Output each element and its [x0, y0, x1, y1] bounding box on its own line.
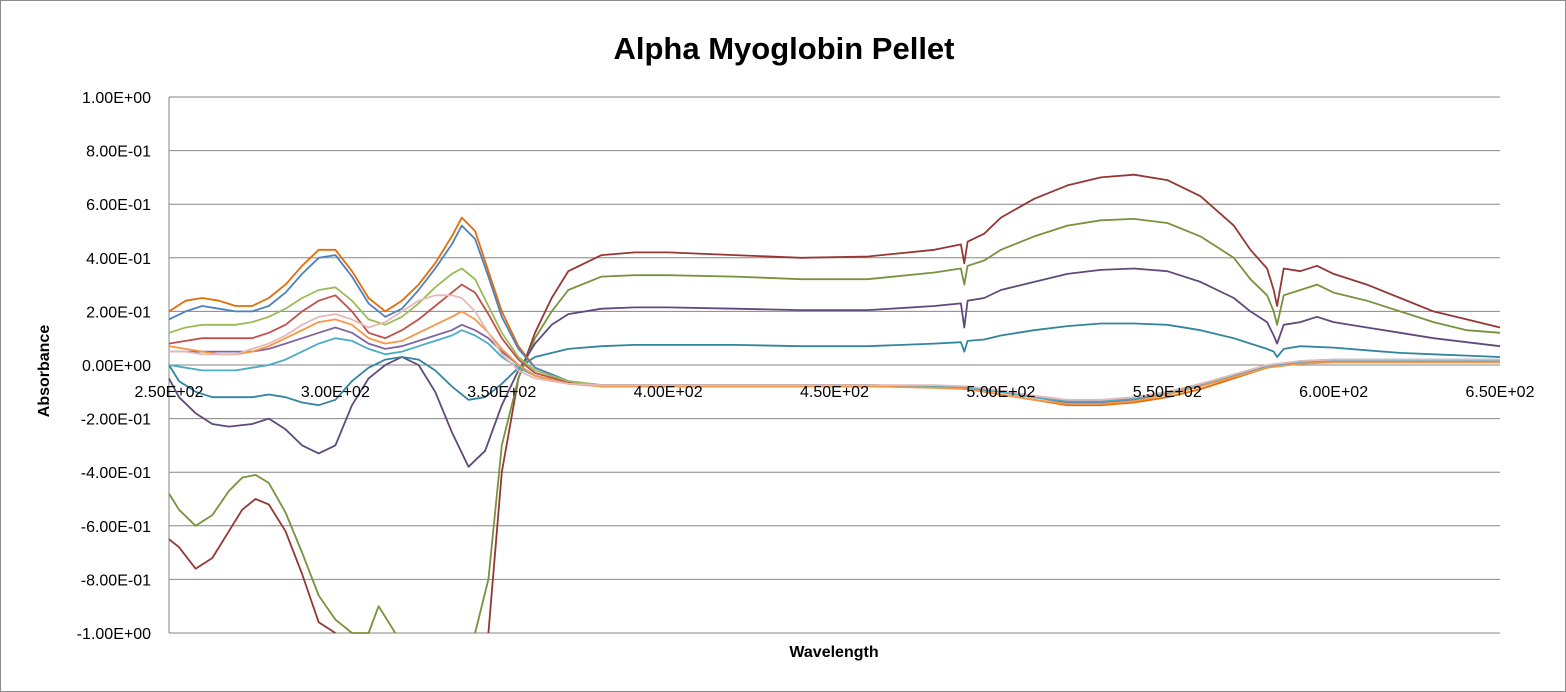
y-tick-label: -2.00E-01	[81, 412, 151, 429]
series-line-11	[168, 310, 1500, 405]
series-line-1	[168, 173, 1501, 634]
x-axis-tick-labels: 2.50E+02 3.00E+02 3.50E+02 4.00E+02 4.50E+02…	[135, 384, 1535, 401]
x-axis-title: Wavelength	[789, 644, 878, 661]
chart-title: Alpha Myoglobin Pellet	[613, 31, 954, 66]
y-tick-label: -8.00E-01	[81, 572, 151, 589]
gridlines	[168, 96, 1500, 634]
y-axis-title: Absorbance	[36, 325, 53, 418]
x-tick-label: 6.50E+02	[1466, 384, 1535, 401]
plot-series	[168, 173, 1501, 634]
x-tick-label: 5.00E+02	[966, 384, 1035, 401]
y-tick-label: 8.00E-01	[86, 144, 151, 161]
series-line-6	[168, 224, 1500, 404]
x-tick-label: 4.00E+02	[634, 384, 703, 401]
series-line-12	[169, 294, 1500, 401]
series-line-10	[168, 329, 1500, 403]
y-tick-label: 4.00E-01	[86, 251, 151, 268]
y-tick-label: 0.00E+00	[82, 358, 151, 375]
y-tick-label: -6.00E-01	[81, 519, 151, 536]
y-tick-label: 6.00E-01	[86, 197, 151, 214]
x-tick-label: 3.00E+02	[301, 384, 370, 401]
series-line-8	[168, 267, 1500, 403]
y-tick-label: -1.00E+00	[77, 626, 151, 643]
series-line-2	[168, 218, 1501, 634]
y-tick-label: 2.00E-01	[86, 304, 151, 321]
series-line-4	[168, 322, 1501, 407]
series-line-3	[168, 267, 1501, 468]
x-tick-label: 6.00E+02	[1299, 384, 1368, 401]
y-axis-tick-labels: 1.00E+00 8.00E-01 6.00E-01 4.00E-01 2.00E-01…	[77, 90, 151, 643]
x-tick-label: 4.50E+02	[800, 384, 869, 401]
y-tick-label: -4.00E-01	[81, 465, 151, 482]
x-tick-label: 2.50E+02	[135, 384, 204, 401]
y-tick-label: 1.00E+00	[82, 90, 151, 107]
x-tick-label: 5.50E+02	[1133, 384, 1202, 401]
x-tick-label: 3.50E+02	[467, 384, 536, 401]
